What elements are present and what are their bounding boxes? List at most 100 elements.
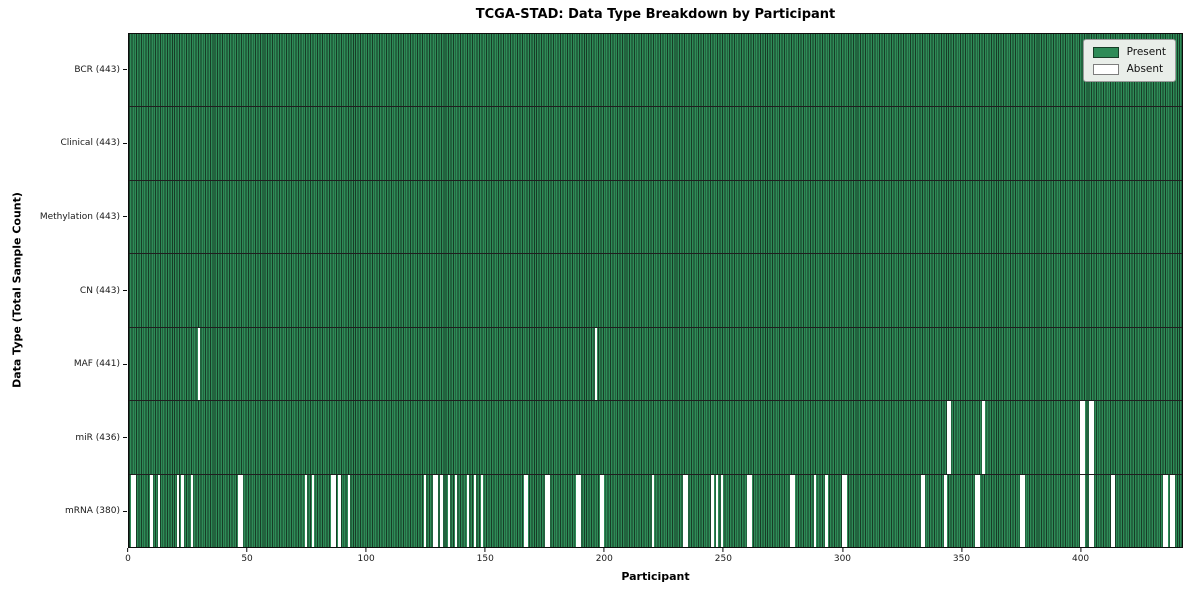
absent-stripe	[454, 474, 458, 547]
absent-swatch-icon	[1092, 63, 1119, 75]
absent-stripe	[716, 474, 719, 547]
absent-stripe	[682, 474, 686, 547]
y-tick-cn: CN (443)	[80, 286, 127, 296]
absent-stripe	[197, 327, 201, 401]
absent-stripe	[685, 474, 688, 547]
absent-stripe	[1022, 474, 1026, 547]
absent-stripe	[131, 474, 134, 547]
absent-stripe	[525, 474, 529, 547]
absent-stripe	[338, 474, 341, 547]
x-tick-350: 350	[953, 548, 970, 564]
absent-stripe	[825, 474, 828, 547]
x-tick-400: 400	[1072, 548, 1089, 564]
absent-stripe	[447, 474, 450, 547]
absent-stripe	[544, 474, 548, 547]
absent-stripe	[1113, 474, 1116, 547]
absent-stripe	[1082, 474, 1085, 547]
absent-stripe	[423, 474, 427, 547]
tick-mark	[722, 548, 724, 552]
absent-stripe	[711, 474, 714, 547]
tick-mark	[123, 437, 127, 439]
tick-mark	[1080, 548, 1082, 552]
absent-stripe	[150, 474, 153, 547]
tick-mark	[365, 548, 367, 552]
absent-stripe	[435, 474, 438, 547]
present-swatch-icon	[1092, 46, 1119, 58]
absent-stripe	[157, 474, 160, 547]
absent-stripe	[720, 474, 724, 547]
absent-stripe	[1020, 474, 1023, 547]
absent-stripe	[1089, 401, 1092, 474]
tick-mark	[603, 548, 605, 552]
absent-stripe	[920, 474, 923, 547]
absent-stripe	[975, 474, 978, 547]
absent-stripe	[176, 474, 179, 547]
x-tick-300: 300	[834, 548, 851, 564]
tick-mark	[123, 290, 127, 291]
absent-stripe	[238, 474, 241, 547]
absent-stripe	[982, 401, 985, 474]
absent-stripe	[480, 474, 484, 547]
absent-stripe	[333, 474, 336, 547]
y-tick-maf: MAF (441)	[74, 359, 127, 369]
absent-stripe	[749, 474, 752, 547]
absent-stripe	[977, 474, 980, 547]
y-tick-mrna: mRNA (380)	[65, 506, 127, 516]
absent-stripe	[547, 474, 550, 547]
tick-mark	[841, 548, 843, 552]
absent-stripe	[1082, 401, 1085, 474]
legend-item-present: Present	[1092, 46, 1166, 58]
y-tick-methylation: Methylation (443)	[40, 212, 127, 222]
absent-stripe	[347, 474, 351, 547]
absent-stripe	[1079, 474, 1083, 547]
absent-stripe	[1089, 474, 1092, 547]
absent-stripe	[594, 327, 598, 401]
absent-stripe	[792, 474, 795, 547]
plot-area: Present Absent	[128, 33, 1183, 548]
row-mrna	[129, 473, 1182, 547]
row-clinical	[129, 106, 1182, 180]
absent-stripe	[473, 474, 477, 547]
y-tick-bcr: BCR (443)	[74, 65, 127, 75]
tick-mark	[127, 548, 129, 552]
row-methylation	[129, 179, 1182, 254]
row-maf	[129, 326, 1182, 401]
absent-stripe	[922, 474, 926, 547]
absent-stripe	[1110, 474, 1114, 547]
absent-stripe	[842, 474, 845, 547]
absent-stripe	[331, 474, 334, 547]
absent-stripe	[944, 474, 947, 547]
absent-stripe	[1091, 401, 1095, 474]
legend-present-label: Present	[1126, 46, 1166, 58]
absent-stripe	[651, 474, 655, 547]
tick-mark	[123, 216, 127, 218]
tick-mark	[123, 510, 127, 512]
tick-mark	[123, 69, 127, 71]
x-tick-0: 0	[125, 548, 131, 564]
absent-stripe	[813, 474, 816, 547]
row-mir	[129, 400, 1182, 474]
absent-stripe	[1172, 474, 1175, 547]
absent-stripe	[466, 474, 469, 547]
absent-stripe	[440, 474, 443, 547]
absent-stripe	[240, 474, 244, 547]
absent-stripe	[789, 474, 793, 547]
chart-title: TCGA-STAD: Data Type Breakdown by Partic…	[475, 7, 836, 22]
tick-mark	[484, 548, 486, 552]
y-tick-mir: miR (436)	[75, 433, 127, 443]
legend: Present Absent	[1082, 39, 1176, 82]
y-tick-clinical: Clinical (443)	[60, 138, 127, 148]
heatmap-rows	[129, 34, 1182, 547]
absent-stripe	[578, 474, 581, 547]
absent-stripe	[523, 474, 526, 547]
absent-stripe	[949, 401, 952, 474]
absent-stripe	[1162, 474, 1166, 547]
absent-stripe	[1091, 474, 1095, 547]
row-cn	[129, 253, 1182, 327]
tick-mark	[246, 548, 248, 552]
absent-stripe	[1165, 474, 1168, 547]
tick-mark	[123, 142, 127, 144]
tick-mark	[961, 548, 963, 552]
absent-stripe	[1170, 474, 1173, 547]
